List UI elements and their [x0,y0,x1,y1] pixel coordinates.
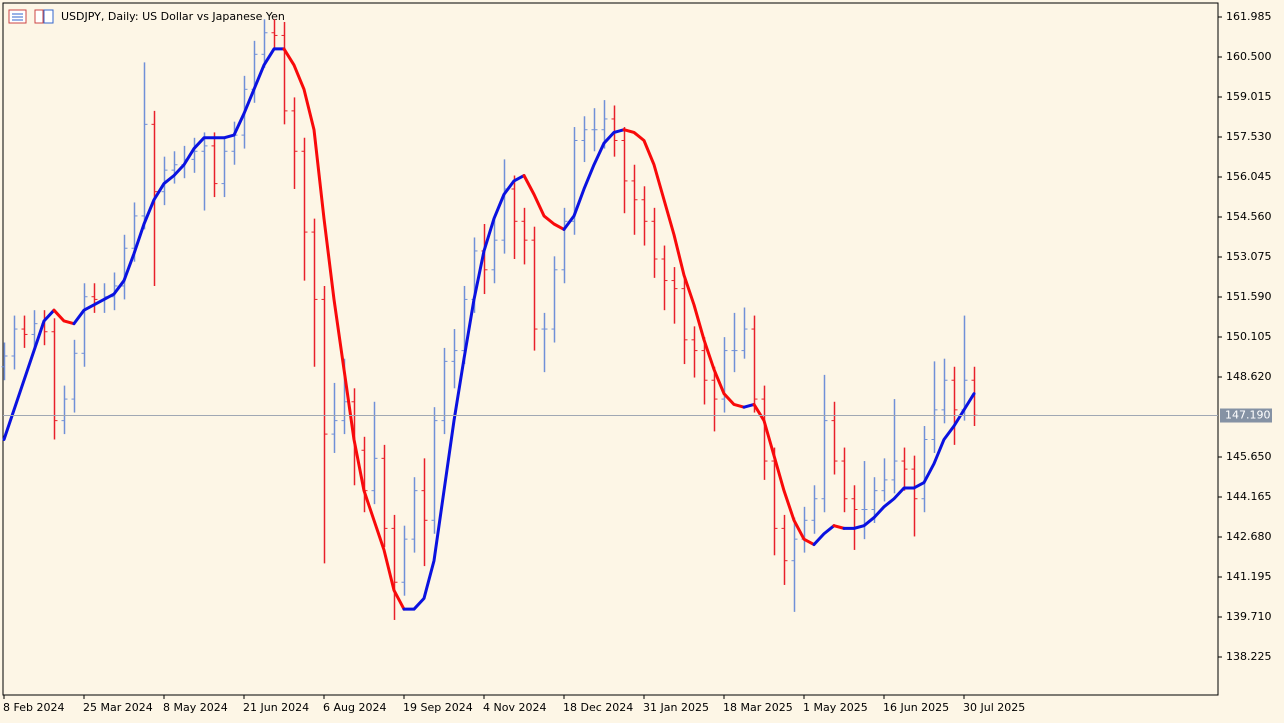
moving-average [52,308,76,326]
y-tick-label: 160.500 [1226,50,1272,63]
moving-average [282,47,406,611]
moving-average [752,402,816,547]
bars [1,19,978,620]
moving-average [2,308,56,441]
x-tick-label: 21 Jun 2024 [243,701,309,714]
moving-average [832,524,846,530]
y-tick-label: 150.105 [1226,330,1272,343]
x-tick-label: 25 Mar 2024 [83,701,153,714]
y-tick-label: 159.015 [1226,90,1272,103]
y-tick-label: 154.560 [1226,210,1272,223]
moving-average [842,392,976,530]
icon-window [43,9,54,24]
y-tick-label: 153.075 [1226,250,1272,263]
x-tick-label: 16 Jun 2025 [883,701,949,714]
current-price-box [1220,408,1272,423]
y-tick-label: 139.710 [1226,610,1272,623]
x-tick-label: 8 Feb 2024 [3,701,64,714]
y-tick-label: 142.680 [1226,530,1272,543]
moving-average [522,174,566,231]
y-tick-label: 144.165 [1226,490,1272,503]
y-tick-label: 156.045 [1226,170,1272,183]
x-tick-label: 30 Jul 2025 [963,701,1025,714]
x-tick-label: 18 Dec 2024 [563,701,633,714]
moving-average [622,128,746,409]
y-tick-label: 161.985 [1226,10,1272,23]
x-tick-label: 6 Aug 2024 [323,701,386,714]
x-tick-label: 1 May 2025 [803,701,868,714]
y-tick-label: 145.650 [1226,450,1272,463]
moving-average [742,402,756,409]
y-tick-label: 157.530 [1226,130,1272,143]
header-icons [8,9,54,24]
x-tick-label: 8 May 2024 [163,701,228,714]
y-tick-label: 148.620 [1226,370,1272,383]
current-price-label: 147.190 [1225,409,1271,422]
x-tick-label: 31 Jan 2025 [643,701,709,714]
x-tick-label: 18 Mar 2025 [723,701,793,714]
icon-window [34,9,44,24]
x-tick-label: 4 Nov 2024 [483,701,546,714]
x-tick-label: 19 Sep 2024 [403,701,473,714]
y-tick-label: 151.590 [1226,290,1272,303]
plot-frame [2,2,1219,696]
y-tick-label: 138.225 [1226,650,1272,663]
moving-average [72,47,286,326]
moving-average [402,174,526,611]
moving-average [812,524,836,547]
moving-average [562,128,626,231]
chart-title: USDJPY, Daily: US Dollar vs Japanese Yen [61,10,285,23]
y-tick-label: 141.195 [1226,570,1272,583]
